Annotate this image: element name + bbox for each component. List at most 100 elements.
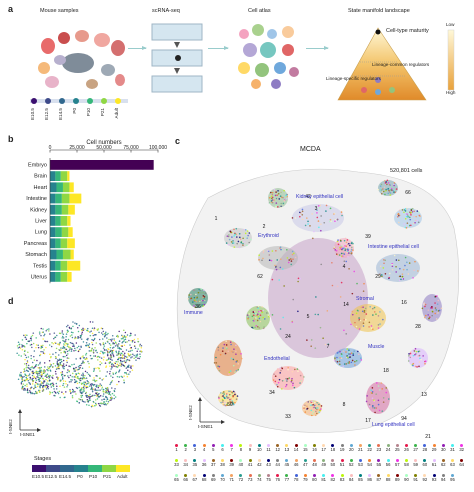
cell-point (341, 355, 343, 357)
stage-cell-point (126, 375, 129, 378)
stage-cell-point (32, 342, 35, 345)
stage-cell-point (66, 386, 68, 388)
stage-cell-point (98, 404, 101, 407)
stage-cell-point (95, 367, 97, 369)
stage-cell-point (104, 334, 107, 337)
bar-segment (68, 204, 75, 215)
cell-point (261, 259, 263, 262)
cluster-legend-number: 16 (312, 447, 317, 452)
cell-point (440, 307, 443, 310)
stage-cell-point (125, 360, 128, 362)
cell-point (349, 252, 351, 255)
stage-cell-point (34, 386, 37, 388)
stage-cell-point (91, 327, 94, 329)
stage-cell-point (102, 347, 105, 349)
cell-point (258, 317, 261, 320)
stage-cell-point (114, 388, 116, 390)
category-label: Uterus (31, 275, 47, 281)
stage-cell-point (32, 332, 35, 334)
cluster-legend-entry: 18 (328, 444, 337, 453)
cell-point (412, 362, 415, 365)
cell-point (365, 318, 367, 321)
stage-cell-point (121, 355, 124, 357)
stage-cell-point (60, 352, 62, 354)
stage-cell-point (80, 396, 83, 398)
cell-point (282, 202, 285, 205)
cell-point (190, 297, 193, 300)
cell-point (409, 352, 412, 355)
bar-segment (60, 216, 68, 226)
cell-point (269, 315, 271, 318)
cell-point (371, 405, 374, 407)
stage-cell-point (92, 339, 95, 342)
stage-cell-point (88, 374, 91, 377)
stage-cell-point (56, 376, 58, 378)
stage-cell-point (25, 376, 27, 379)
cell-point (347, 249, 349, 251)
cluster-legend-entry: 57 (393, 459, 402, 468)
cell-point (258, 254, 260, 256)
stage-cell-point (110, 375, 112, 377)
cell-point (217, 396, 220, 398)
cell-point (285, 377, 287, 380)
cell-point (281, 379, 284, 382)
stage-cell-point (101, 338, 104, 340)
stage-legend: E10.5 E12.5 E14.5 P0 P10 P21 Adult (32, 465, 132, 483)
stage-cell-point (94, 380, 96, 383)
stage-cell-point (75, 366, 77, 369)
cluster-legend-number: 10 (256, 447, 262, 452)
cluster-legend-number: 47 (302, 462, 308, 467)
cell-point (312, 400, 315, 402)
cell-point (346, 355, 348, 357)
cell-point (292, 258, 294, 260)
stage-cell-point (109, 350, 112, 353)
cluster-legend-dot (441, 444, 445, 447)
cluster-legend-number: 30 (440, 447, 446, 452)
stage-cell-point (94, 388, 97, 390)
stage-cell-point (128, 359, 131, 362)
cluster-legend-number: 59 (413, 462, 419, 467)
cell-point (310, 409, 313, 412)
cell-point (410, 351, 412, 353)
cluster-legend-entry: 93 (430, 474, 439, 483)
stage-cell-point (79, 377, 82, 380)
cell-point (279, 195, 282, 197)
cluster-legend-number: 3 (193, 447, 197, 452)
cell-point (391, 263, 393, 266)
cell-point (288, 377, 291, 379)
stage-cell-point (36, 359, 38, 362)
cell-point (279, 246, 282, 249)
cluster-legend-dot (276, 444, 280, 447)
stage-cell-point (112, 376, 114, 379)
cell-point (204, 299, 206, 302)
stage-cell-point (102, 388, 105, 391)
cluster-legend-dot (386, 474, 390, 477)
cell-point (409, 356, 412, 359)
stage-cell-point (124, 338, 127, 340)
stage-cell-point (39, 353, 42, 356)
cell-point (333, 213, 335, 215)
cell-point (429, 316, 431, 318)
cluster-legend-entry: 68 (200, 474, 209, 483)
stage-cell-point (106, 333, 108, 336)
cluster-label: 33 (285, 414, 291, 420)
stage-cell-point (105, 400, 108, 402)
stage-cell-point (118, 347, 121, 349)
cell-point (259, 311, 261, 313)
stage-cell-point (106, 371, 109, 373)
cluster-legend-entry: 28 (420, 444, 429, 453)
cell-point (343, 260, 346, 263)
cluster-legend-dot (294, 474, 298, 477)
bar-segment (62, 182, 70, 193)
cell-point (431, 307, 433, 309)
cell-point (393, 183, 395, 186)
stage-cell-point (53, 337, 55, 340)
stage-cell-point (42, 390, 44, 392)
cell-point (340, 357, 343, 360)
cell-point (358, 318, 361, 321)
cell-point (320, 229, 322, 232)
cell-point (342, 252, 344, 255)
cell-point (286, 379, 288, 381)
cell-point (277, 206, 279, 208)
cell-point (362, 290, 365, 292)
